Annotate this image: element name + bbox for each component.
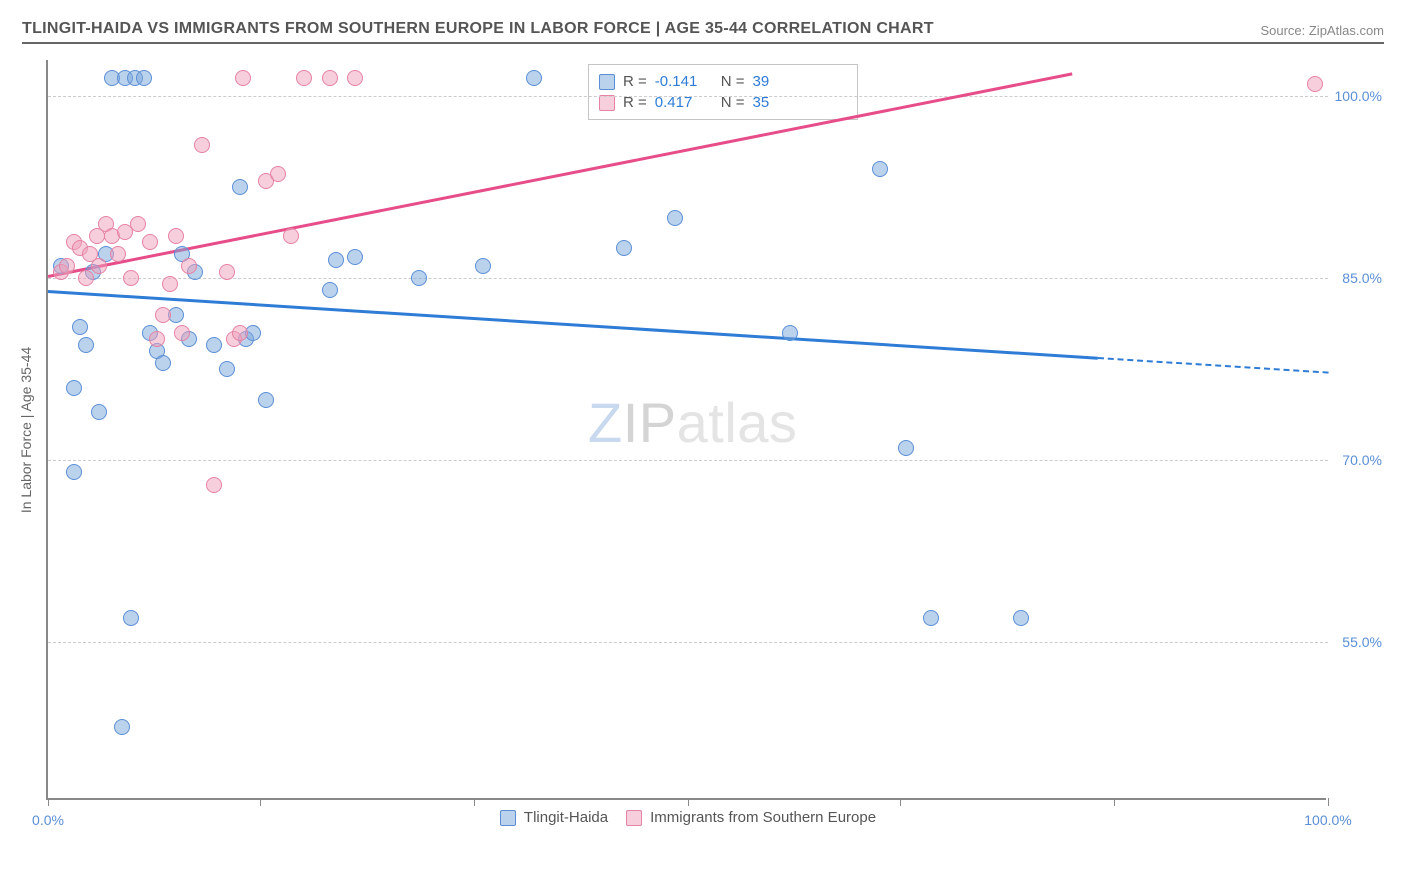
scatter-point: [1013, 610, 1029, 626]
chart-area: In Labor Force | Age 35-44 R = -0.141 N …: [46, 60, 1386, 830]
scatter-point: [219, 264, 235, 280]
y-axis-title: In Labor Force | Age 35-44: [18, 347, 34, 513]
scatter-point: [136, 70, 152, 86]
r-label: R =: [623, 73, 647, 90]
trend-line: [48, 72, 1072, 277]
series-legend: Tlingit-Haida Immigrants from Southern E…: [48, 809, 1328, 826]
y-tick-label: 55.0%: [1328, 634, 1382, 650]
y-tick-label: 85.0%: [1328, 270, 1382, 286]
scatter-point: [283, 228, 299, 244]
scatter-point: [526, 70, 542, 86]
scatter-point: [616, 240, 632, 256]
trend-line-dashed: [1098, 357, 1329, 374]
scatter-point: [667, 210, 683, 226]
scatter-point: [78, 337, 94, 353]
scatter-point: [181, 258, 197, 274]
x-tick: [688, 798, 689, 806]
scatter-point: [328, 252, 344, 268]
scatter-point: [898, 440, 914, 456]
scatter-point: [872, 161, 888, 177]
y-gridline: [48, 278, 1328, 279]
r-value-blue: -0.141: [655, 73, 707, 90]
x-tick: [900, 798, 901, 806]
x-tick: [260, 798, 261, 806]
correlation-legend: R = -0.141 N = 39 R = 0.417 N = 35: [588, 64, 858, 120]
x-tick-label: 0.0%: [32, 812, 64, 828]
scatter-point: [78, 270, 94, 286]
scatter-point: [194, 137, 210, 153]
x-tick: [1328, 798, 1329, 806]
y-tick-label: 70.0%: [1328, 452, 1382, 468]
trend-line: [48, 290, 1098, 359]
x-tick-label: 100.0%: [1304, 812, 1351, 828]
scatter-point: [110, 246, 126, 262]
legend-row: R = -0.141 N = 39: [599, 71, 847, 92]
scatter-point: [59, 258, 75, 274]
scatter-point: [296, 70, 312, 86]
scatter-point: [235, 70, 251, 86]
legend-label-blue: Tlingit-Haida: [524, 809, 608, 826]
n-value-blue: 39: [753, 73, 770, 90]
scatter-point: [322, 70, 338, 86]
scatter-point: [168, 228, 184, 244]
n-label: N =: [721, 73, 745, 90]
scatter-point: [322, 282, 338, 298]
scatter-point: [66, 380, 82, 396]
scatter-point: [923, 610, 939, 626]
legend-swatch-pink: [626, 810, 642, 826]
scatter-point: [219, 361, 235, 377]
scatter-point: [475, 258, 491, 274]
scatter-point: [347, 249, 363, 265]
y-gridline: [48, 460, 1328, 461]
scatter-point: [174, 325, 190, 341]
legend-swatch-blue: [500, 810, 516, 826]
scatter-point: [232, 325, 248, 341]
x-tick: [1114, 798, 1115, 806]
scatter-point: [91, 404, 107, 420]
scatter-point: [130, 216, 146, 232]
scatter-point: [270, 166, 286, 182]
scatter-point: [72, 319, 88, 335]
legend-row: R = 0.417 N = 35: [599, 92, 847, 113]
y-tick-label: 100.0%: [1328, 88, 1382, 104]
scatter-point: [155, 355, 171, 371]
scatter-point: [66, 464, 82, 480]
scatter-point: [91, 258, 107, 274]
scatter-point: [206, 337, 222, 353]
scatter-point: [782, 325, 798, 341]
scatter-point: [142, 234, 158, 250]
x-tick: [474, 798, 475, 806]
x-tick: [48, 798, 49, 806]
scatter-point: [232, 179, 248, 195]
legend-swatch-blue: [599, 74, 615, 90]
scatter-point: [411, 270, 427, 286]
scatter-point: [258, 392, 274, 408]
scatter-point: [347, 70, 363, 86]
source-label: Source: ZipAtlas.com: [1260, 23, 1384, 38]
scatter-point: [114, 719, 130, 735]
scatter-point: [123, 610, 139, 626]
y-gridline: [48, 96, 1328, 97]
watermark: ZIPatlas: [588, 390, 797, 455]
plot-box: R = -0.141 N = 39 R = 0.417 N = 35 ZIPat…: [46, 60, 1326, 800]
y-gridline: [48, 642, 1328, 643]
scatter-point: [123, 270, 139, 286]
scatter-point: [155, 307, 171, 323]
title-bar: TLINGIT-HAIDA VS IMMIGRANTS FROM SOUTHER…: [22, 18, 1384, 44]
legend-item: Tlingit-Haida: [500, 809, 608, 826]
legend-label-pink: Immigrants from Southern Europe: [650, 809, 876, 826]
scatter-point: [206, 477, 222, 493]
legend-item: Immigrants from Southern Europe: [626, 809, 876, 826]
scatter-point: [1307, 76, 1323, 92]
chart-title: TLINGIT-HAIDA VS IMMIGRANTS FROM SOUTHER…: [22, 20, 934, 38]
scatter-point: [162, 276, 178, 292]
scatter-point: [149, 331, 165, 347]
